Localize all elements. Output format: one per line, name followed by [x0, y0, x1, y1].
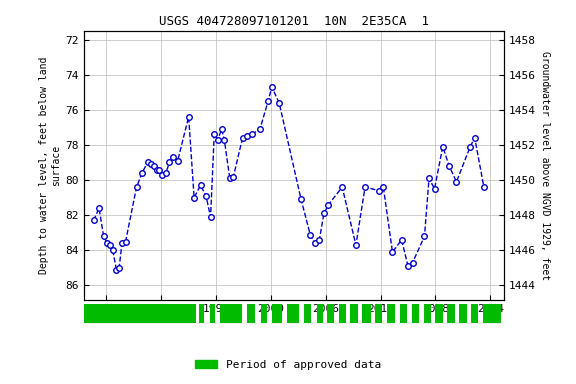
Y-axis label: Groundwater level above NGVD 1929, feet: Groundwater level above NGVD 1929, feet — [540, 51, 550, 280]
Bar — [247, 305, 255, 323]
Bar — [84, 305, 196, 323]
Bar — [350, 305, 358, 323]
Bar — [423, 305, 431, 323]
Bar — [375, 305, 382, 323]
Bar — [471, 305, 479, 323]
Title: USGS 404728097101201  10N  2E35CA  1: USGS 404728097101201 10N 2E35CA 1 — [159, 15, 429, 28]
Bar — [362, 305, 370, 323]
Bar — [199, 305, 204, 323]
Bar — [412, 305, 419, 323]
Bar — [459, 305, 467, 323]
Bar — [219, 305, 242, 323]
Bar — [272, 305, 282, 323]
Bar — [261, 305, 267, 323]
Legend: Period of approved data: Period of approved data — [191, 356, 385, 375]
Bar — [448, 305, 454, 323]
Bar — [483, 305, 501, 323]
Bar — [400, 305, 407, 323]
Y-axis label: Depth to water level, feet below land
surface: Depth to water level, feet below land su… — [39, 56, 61, 274]
Bar — [387, 305, 395, 323]
Bar — [287, 305, 300, 323]
Bar — [327, 305, 334, 323]
Bar — [304, 305, 311, 323]
Bar — [210, 305, 215, 323]
Bar — [435, 305, 443, 323]
Bar — [317, 305, 323, 323]
Bar — [339, 305, 346, 323]
